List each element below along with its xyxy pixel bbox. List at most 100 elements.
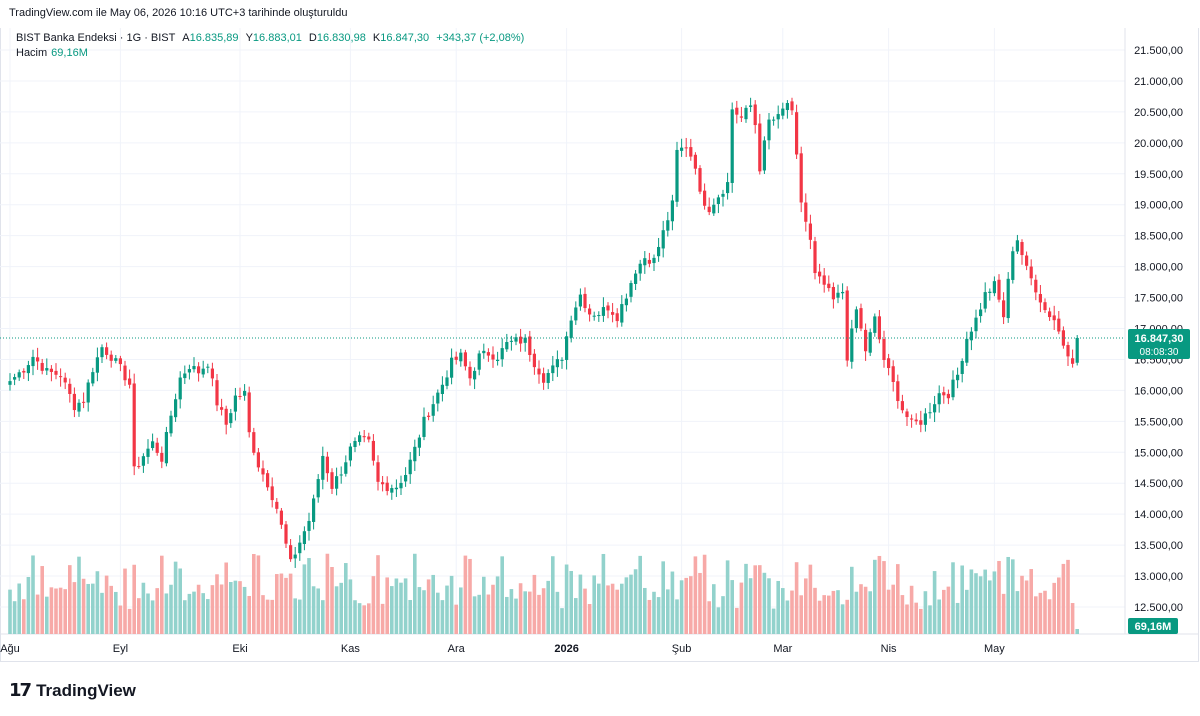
volume-bar xyxy=(707,601,711,634)
candle-body xyxy=(1029,266,1033,279)
candle-body xyxy=(767,119,771,141)
volume-bar xyxy=(758,565,762,634)
candle-body xyxy=(836,292,840,298)
candle-body xyxy=(1015,240,1019,252)
volume-bar xyxy=(141,582,146,634)
volume-bar xyxy=(408,600,412,634)
volume-bar xyxy=(463,555,468,634)
candle-body xyxy=(615,313,619,322)
time-tick-label: Şub xyxy=(672,643,692,655)
candle-body xyxy=(45,368,49,371)
candle-body xyxy=(693,154,697,169)
candle-body xyxy=(224,408,228,425)
volume-bar xyxy=(891,584,895,634)
time-tick-label: Eyl xyxy=(113,643,128,655)
candle-body xyxy=(192,366,196,370)
candle-body xyxy=(404,474,408,482)
candle-body xyxy=(348,446,352,461)
volume-bar xyxy=(969,569,974,634)
candle-body xyxy=(923,413,927,425)
candle-body xyxy=(657,246,661,257)
candle-body xyxy=(261,468,265,475)
volume-bar xyxy=(426,579,431,634)
volume-bar xyxy=(702,554,707,634)
candle-body xyxy=(431,404,435,416)
volume-bar xyxy=(8,589,12,634)
volume-bar xyxy=(275,574,279,634)
volume-bar xyxy=(675,599,679,634)
open-label: A xyxy=(182,32,190,44)
price-tick-label: 14.500,00 xyxy=(1134,478,1183,490)
candle-body xyxy=(762,140,766,171)
volume-bar xyxy=(505,596,509,634)
candle-body xyxy=(841,291,845,294)
candle-body xyxy=(528,336,532,355)
volume-bar xyxy=(454,604,458,634)
candle-body xyxy=(523,337,527,343)
volume-bar xyxy=(804,578,808,634)
volume-bar xyxy=(794,562,799,634)
candlestick-chart[interactable]: 21.500,00 21.000,00 20.500,00 20.000,00 19.5… xyxy=(0,28,1200,662)
volume-legend[interactable]: Hacim 69,16M xyxy=(16,47,88,59)
volume-bars xyxy=(8,553,1079,634)
candle-body xyxy=(155,442,159,453)
candle-body xyxy=(684,147,688,149)
candle-body xyxy=(36,357,40,362)
candle-body xyxy=(233,395,237,412)
candle-body xyxy=(95,357,99,373)
symbol-legend[interactable]: BIST Banka Endeksi · 1G · BIST A16.835,8… xyxy=(16,32,524,44)
volume-bar xyxy=(859,584,863,634)
candle-body xyxy=(178,377,182,400)
volume-bar xyxy=(739,582,744,634)
symbol-name[interactable]: BIST Banka Endeksi · 1G · BIST xyxy=(16,32,176,44)
price-tick-label: 21.000,00 xyxy=(1134,76,1183,88)
candle-body xyxy=(381,482,385,485)
candle-body xyxy=(436,392,440,404)
candle-body xyxy=(914,419,918,422)
volume-bar xyxy=(574,598,578,634)
candle-body xyxy=(937,393,941,405)
candle-body xyxy=(482,350,486,354)
volume-bar xyxy=(974,573,978,634)
volume-bar xyxy=(302,564,307,634)
volume-bar xyxy=(1070,603,1075,634)
candle-body xyxy=(661,230,665,249)
candle-body xyxy=(514,337,518,342)
candle-body xyxy=(634,273,638,284)
volume-bar xyxy=(693,556,698,634)
volume-bar xyxy=(868,591,872,634)
high-value: 16.883,01 xyxy=(252,32,302,44)
candle-body xyxy=(77,402,81,412)
volume-bar xyxy=(587,604,592,634)
candle-body xyxy=(187,369,191,373)
candle-body xyxy=(371,440,375,461)
volume-bar xyxy=(610,583,615,634)
volume-bar xyxy=(279,573,284,634)
volume-bar xyxy=(459,587,463,634)
candle-body xyxy=(960,360,964,374)
price-tick-label: 21.500,00 xyxy=(1134,45,1183,57)
volume-bar xyxy=(620,583,624,634)
candle-body xyxy=(574,307,578,321)
candle-body xyxy=(252,432,256,453)
volume-bar xyxy=(923,591,928,634)
candle-body xyxy=(169,415,173,434)
time-tick-label: May xyxy=(984,643,1005,655)
candle-body xyxy=(647,259,651,264)
candle-body xyxy=(275,501,279,509)
candle-body xyxy=(721,193,725,197)
volume-bar xyxy=(160,555,164,634)
price-tick-label: 15.500,00 xyxy=(1134,416,1183,428)
volume-bar xyxy=(1075,629,1079,634)
volume-bar xyxy=(109,585,113,634)
volume-bar xyxy=(532,574,537,634)
candle-body xyxy=(818,271,822,277)
tradingview-logo[interactable]: 17 TradingView xyxy=(9,680,136,701)
price-badge-countdown: 08:08:30 xyxy=(1140,347,1179,358)
volume-bar xyxy=(831,590,836,634)
volume-bar xyxy=(886,589,891,634)
volume-bar xyxy=(173,561,178,634)
candle-body xyxy=(905,411,909,418)
volume-bar xyxy=(77,556,81,634)
volume-bar xyxy=(564,564,569,634)
